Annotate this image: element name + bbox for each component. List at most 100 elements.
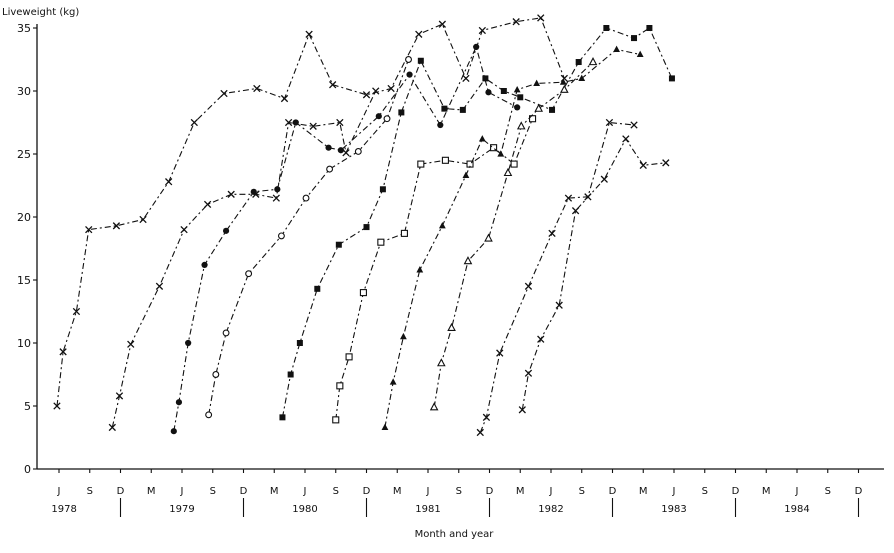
cross-marker — [512, 18, 520, 26]
filled-square-marker — [603, 25, 610, 31]
filled-circle-marker — [201, 261, 208, 268]
y-tick-label: 15 — [17, 274, 31, 287]
x-tick-label: M — [762, 486, 771, 497]
x-tick-label: M — [393, 486, 402, 497]
x-tick-label: S — [702, 486, 708, 497]
x-tick-label: M — [147, 486, 156, 497]
series-2 — [108, 87, 380, 432]
open-circle-marker — [245, 270, 253, 278]
filled-circle-marker — [375, 113, 382, 120]
series-line — [521, 137, 666, 410]
x-tick-label: D — [609, 486, 617, 497]
open-triangle-marker — [516, 121, 526, 130]
cross-marker — [253, 84, 261, 93]
open-triangle-marker — [484, 233, 493, 242]
filled-circle-marker — [514, 104, 521, 111]
series-5 — [279, 25, 675, 421]
filled-circle-marker — [222, 227, 230, 234]
x-tick-label: S — [87, 486, 93, 497]
open-square-marker — [336, 382, 344, 390]
x-tick-label: S — [456, 486, 462, 497]
filled-triangle-marker — [513, 85, 521, 93]
filled-square-marker — [279, 414, 286, 421]
filled-square-marker — [296, 340, 303, 346]
x-tick-label: M — [270, 486, 279, 497]
x-tick-label: S — [210, 486, 216, 497]
cross-marker — [336, 118, 344, 127]
filled-triangle-marker — [438, 222, 446, 229]
series-8 — [429, 57, 598, 411]
cross-marker — [496, 349, 504, 357]
year-label: 1984 — [784, 504, 809, 515]
cross-marker — [329, 81, 337, 89]
x-tick-label: S — [333, 486, 339, 497]
cross-marker — [139, 215, 147, 224]
open-triangle-marker — [560, 84, 569, 93]
series-1 — [53, 14, 568, 410]
filled-triangle-marker — [636, 50, 644, 58]
filled-circle-marker — [185, 339, 192, 347]
open-circle-marker — [383, 115, 391, 123]
open-circle-marker — [354, 148, 362, 155]
filled-circle-marker — [337, 147, 344, 154]
filled-square-marker — [441, 105, 448, 112]
filled-triangle-marker — [613, 45, 620, 53]
cross-marker — [72, 307, 81, 316]
filled-square-marker — [314, 285, 321, 292]
open-square-marker — [528, 115, 537, 123]
cross-marker — [537, 14, 545, 22]
series-layer — [53, 14, 675, 437]
cross-marker — [518, 406, 526, 414]
open-square-marker — [400, 229, 408, 237]
filled-square-marker — [335, 241, 342, 248]
x-tick-label: D — [855, 486, 863, 497]
cross-marker — [112, 222, 121, 230]
open-square-marker — [441, 156, 449, 164]
x-tick-label: D — [117, 486, 125, 497]
x-tick-label: D — [240, 486, 248, 497]
filled-square-marker — [631, 35, 638, 42]
open-triangle-marker — [463, 256, 473, 265]
cross-marker — [280, 94, 289, 103]
filled-square-marker — [482, 75, 489, 82]
open-triangle-marker — [503, 167, 513, 177]
filled-circle-marker — [325, 144, 332, 151]
filled-triangle-marker — [389, 378, 397, 385]
cross-marker — [622, 135, 630, 143]
y-tick-label: 0 — [24, 463, 31, 476]
filled-triangle-marker — [578, 74, 586, 81]
filled-circle-marker — [250, 188, 257, 195]
series-line — [173, 45, 518, 432]
filled-circle-marker — [175, 399, 183, 406]
x-tick-label: J — [795, 486, 799, 497]
x-tick-label: J — [303, 486, 307, 497]
series-line — [479, 121, 635, 433]
filled-circle-marker — [292, 119, 299, 126]
filled-triangle-marker — [497, 150, 505, 157]
filled-square-marker — [646, 25, 653, 31]
cross-marker — [85, 225, 93, 234]
cross-marker — [524, 282, 533, 290]
filled-square-marker — [668, 75, 675, 82]
cross-marker — [309, 122, 317, 130]
filled-triangle-marker — [416, 266, 424, 273]
series-10 — [518, 135, 670, 414]
y-tick-label: 25 — [17, 148, 31, 161]
y-tick-label: 10 — [17, 337, 31, 350]
y-tick-label: 5 — [24, 400, 31, 413]
cross-marker — [190, 118, 198, 127]
cross-marker — [108, 423, 116, 432]
open-triangle-marker — [429, 402, 439, 411]
cross-marker — [662, 159, 670, 167]
cross-marker — [362, 91, 371, 99]
x-tick-label: D — [363, 486, 371, 497]
filled-square-marker — [500, 88, 507, 94]
filled-circle-marker — [485, 89, 492, 96]
filled-circle-marker — [473, 43, 480, 51]
series-line — [433, 61, 594, 408]
filled-square-marker — [363, 224, 370, 231]
series-line — [281, 27, 673, 418]
filled-square-marker — [517, 94, 524, 101]
x-tick-label: D — [486, 486, 494, 497]
